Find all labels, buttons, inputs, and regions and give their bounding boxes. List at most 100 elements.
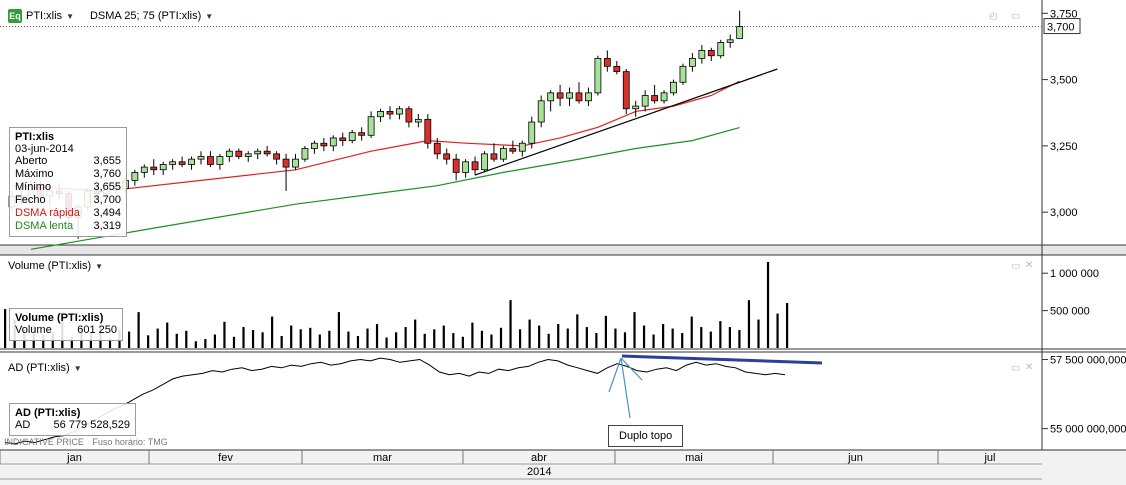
chevron-down-icon[interactable]: ▼: [66, 11, 74, 21]
candle-body: [207, 156, 214, 165]
volume-bar: [538, 325, 541, 348]
volume-bar: [213, 334, 217, 348]
info-row-value: 3,655: [93, 181, 121, 193]
ad-info-value: 56 779 528,529: [53, 419, 130, 431]
chevron-down-icon[interactable]: ▼: [205, 11, 214, 21]
candle: [273, 151, 281, 165]
candle-body: [188, 158, 195, 165]
volume-bar: [490, 334, 493, 348]
duplo-topo-annotation[interactable]: Duplo topo: [608, 425, 684, 447]
clock-icon[interactable]: ◴: [989, 11, 998, 22]
candle: [481, 151, 488, 173]
info-row-value: 3,700: [93, 194, 121, 206]
candle: [320, 137, 328, 152]
dsma-slow-line: [30, 127, 740, 250]
volume-bar: [633, 312, 636, 348]
candle: [358, 127, 366, 141]
month-label: mar: [373, 452, 392, 464]
volume-bar: [728, 327, 731, 348]
ad-panel-header[interactable]: AD (PTI:xlis) ▼: [8, 360, 82, 376]
candle: [443, 148, 451, 165]
chevron-down-icon[interactable]: ▼: [95, 261, 104, 271]
maximize-icon[interactable]: ▭: [1011, 261, 1021, 272]
candle: [405, 106, 413, 128]
volume-bar: [719, 321, 722, 348]
candle-body: [481, 153, 488, 171]
candle-body: [301, 148, 309, 160]
month-label: mai: [685, 452, 703, 464]
candle: [310, 140, 318, 154]
price-panel-divider[interactable]: [0, 245, 1126, 255]
candle: [433, 137, 441, 160]
volume-bar: [404, 327, 407, 348]
volume-bar: [309, 327, 312, 348]
volume-bar: [395, 332, 398, 348]
symbol-label[interactable]: PTI:xlis: [26, 10, 63, 22]
candle: [159, 161, 167, 176]
maximize-icon[interactable]: ▭: [1011, 11, 1021, 22]
candle: [396, 106, 403, 120]
volume-info-value: 601 250: [77, 324, 117, 336]
ad-info-label: AD: [15, 419, 31, 431]
candle: [670, 79, 677, 96]
maximize-icon[interactable]: ▭: [1011, 363, 1021, 374]
volume-info-box: Volume (PTI:xlis) Volume 601 250: [9, 308, 123, 341]
candle: [386, 106, 394, 120]
candle-body: [263, 150, 271, 155]
info-row: Máximo 3,760: [15, 168, 121, 181]
volume-bar: [4, 309, 7, 348]
candle: [377, 108, 384, 123]
candle: [613, 61, 621, 75]
annotation-pointer: [608, 357, 622, 393]
candle: [698, 45, 706, 64]
candle-body: [547, 92, 555, 102]
candle: [537, 95, 545, 128]
candle: [169, 159, 177, 170]
candle-body: [518, 142, 526, 152]
volume-info-title: Volume (PTI:xlis): [15, 312, 104, 324]
close-icon[interactable]: ✕: [1025, 260, 1034, 271]
candle-body: [632, 105, 640, 110]
volume-bar: [433, 329, 436, 348]
close-icon[interactable]: ✕: [1025, 362, 1034, 373]
price-info-box: PTI:xlis 03-jun-2014 Aberto 3,655 Máximo 3,…: [9, 127, 127, 237]
volume-bar: [757, 319, 760, 348]
candle-body: [622, 71, 630, 110]
volume-bar: [166, 322, 169, 348]
candle-body: [594, 57, 602, 94]
candle: [594, 55, 602, 96]
candle-body: [443, 153, 451, 160]
volume-bar: [528, 319, 531, 348]
candle-body: [292, 158, 299, 168]
last-price-box: [1043, 18, 1081, 35]
ad-info-title: AD (PTI:xlis): [15, 407, 81, 419]
ad-panel-title[interactable]: AD (PTI:xlis): [8, 362, 70, 374]
volume-panel-header[interactable]: Volume (PTI:xlis) ▼: [8, 258, 103, 274]
annotation-pointer: [620, 357, 643, 381]
candle-body: [150, 166, 158, 171]
candle-body: [670, 81, 677, 94]
volume-bar: [471, 322, 474, 348]
volume-panel-title[interactable]: Volume (PTI:xlis): [8, 260, 92, 272]
candle-body: [603, 57, 611, 67]
volume-bar: [375, 324, 379, 348]
chevron-down-icon[interactable]: ▼: [73, 363, 82, 373]
candle-body: [452, 158, 460, 173]
candle-body: [225, 150, 233, 157]
candle-body: [140, 166, 148, 173]
ad-info-box: AD (PTI:xlis) AD 56 779 528,529: [9, 403, 136, 436]
candle-body: [509, 148, 517, 152]
candle-body: [414, 118, 422, 123]
indicator-label[interactable]: DSMA 25; 75 (PTI:xlis): [89, 10, 202, 22]
volume-bar: [747, 300, 751, 348]
candle: [622, 68, 630, 115]
equity-icon: Eq: [8, 9, 22, 23]
candle-body: [698, 50, 706, 59]
candle-body: [717, 42, 725, 57]
month-label: jan: [66, 452, 82, 464]
price-panel-header[interactable]: Eq PTI:xlis ▼ DSMA 25; 75 (PTI:xlis) ▼: [8, 8, 213, 24]
price-axis-label: 3,000: [1050, 207, 1078, 219]
candle-body: [424, 118, 432, 144]
month-label: jul: [983, 452, 995, 464]
